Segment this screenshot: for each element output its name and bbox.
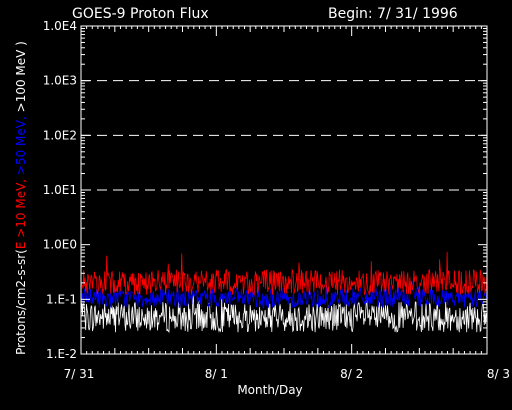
y-axis-label-part: >50 MeV,: [14, 112, 28, 175]
y-axis-label-part: Protons/cm2-s-sr(: [14, 249, 28, 355]
y-axis-label-part: >100 MeV ): [14, 41, 28, 112]
y-tick-label: 1.0E4: [43, 19, 77, 33]
y-axis-label: Protons/cm2-s-sr(E >10 MeV, >50 MeV, >10…: [14, 41, 28, 355]
x-tick-label: 8/ 2: [340, 367, 363, 381]
y-tick-label: 1.0E1: [43, 183, 77, 197]
y-tick-label: 1.E-2: [46, 347, 77, 361]
y-axis-label-part: E >10 MeV,: [14, 175, 28, 249]
series-line: [80, 281, 488, 309]
series-line: [80, 251, 488, 296]
x-axis-label: Month/Day: [237, 383, 302, 397]
x-tick-label: 8/ 1: [205, 367, 228, 381]
y-tick-label: 1.0E2: [43, 128, 77, 142]
series-line: [80, 295, 488, 333]
plot-area: 1.E-2 1.E-1 1.0E0 1.0E1 1.0E2 1.0E3 1.0E4 7/ 31…: [43, 19, 510, 381]
y-tick-label: 1.0E3: [43, 74, 77, 88]
chart-subtitle: Begin: 7/ 31/ 1996: [328, 6, 458, 22]
y-tick-label: 1.0E0: [43, 238, 77, 252]
chart-title: GOES-9 Proton Flux: [72, 6, 209, 22]
y-tick-label: 1.E-1: [46, 292, 77, 306]
x-tick-label: 7/ 31: [64, 367, 95, 381]
x-tick-label: 8/ 3: [487, 367, 510, 381]
